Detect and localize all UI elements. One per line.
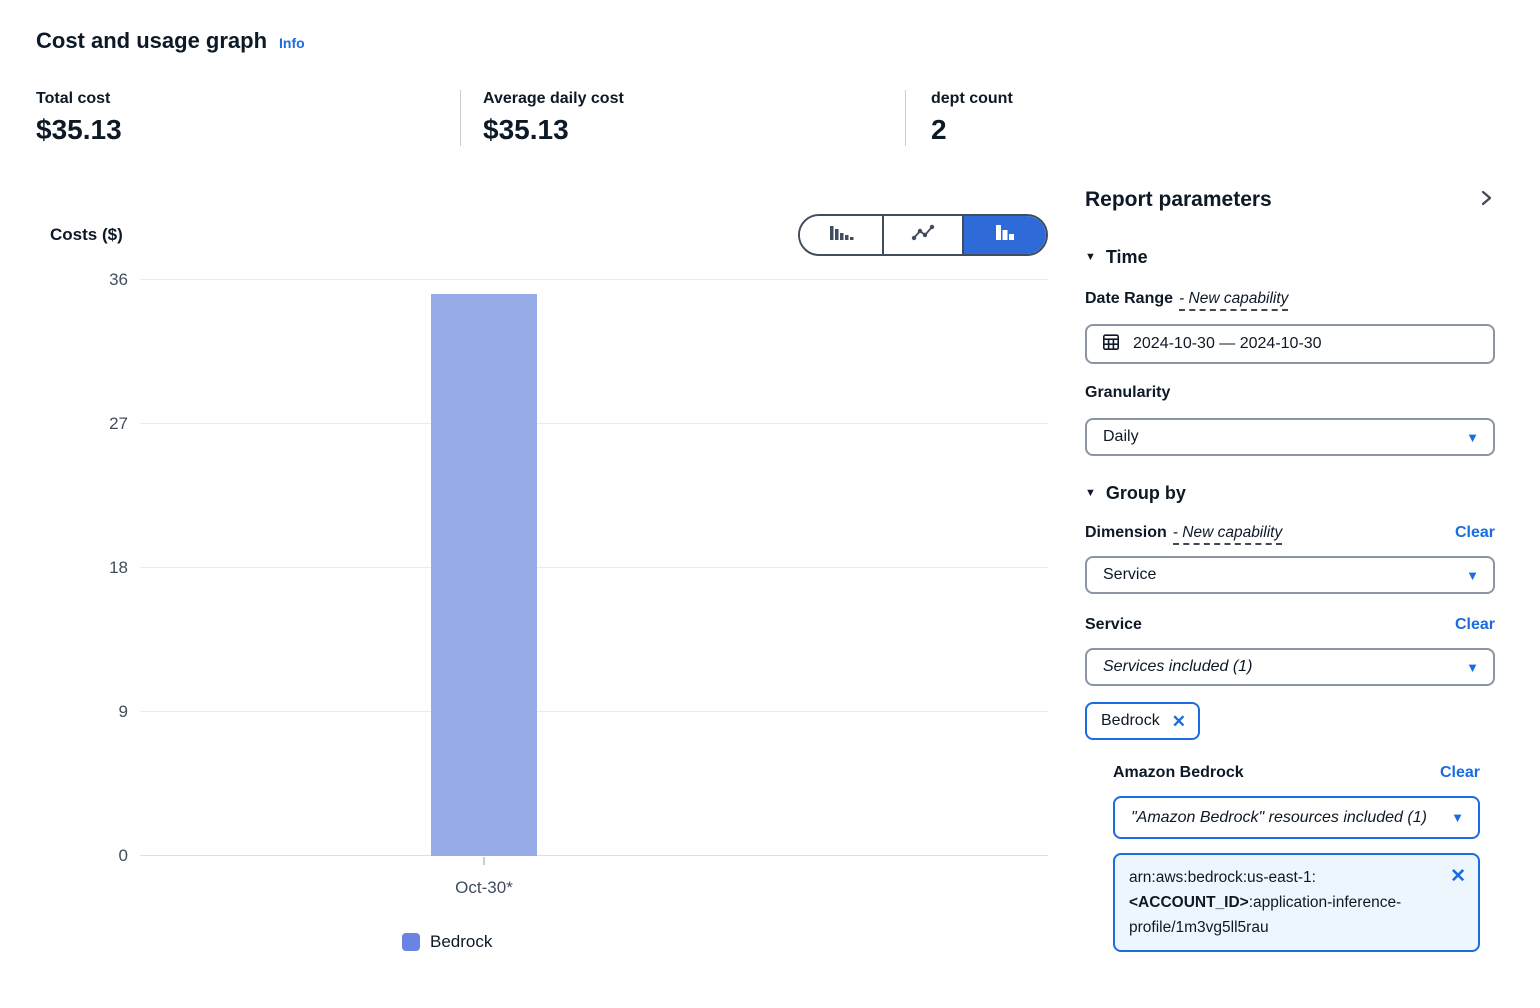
gridline	[140, 711, 1048, 712]
dimension-clear-link[interactable]: Clear	[1454, 524, 1495, 541]
date-range-label-row: Date Range - New capability	[1085, 290, 1495, 314]
calendar-icon	[1101, 332, 1121, 357]
cost-usage-chart: Costs ($)	[36, 212, 1048, 951]
toggle-stacked-bar-chart[interactable]	[964, 216, 1046, 254]
collapse-panel-button[interactable]	[1477, 189, 1495, 212]
y-axis-title: Costs ($)	[50, 225, 123, 244]
date-range-label: Date Range	[1085, 290, 1174, 307]
caret-down-icon: ▼	[1466, 567, 1479, 583]
bar-chart-icon	[828, 223, 854, 248]
dimension-label-row: Dimension - New capability Clear	[1085, 524, 1495, 548]
metric-label: Total cost	[36, 90, 111, 107]
granularity-label-row: Granularity	[1085, 384, 1495, 408]
amazon-bedrock-subsection: Amazon Bedrock Clear "Amazon Bedrock" re…	[1113, 764, 1480, 952]
panel-title: Report parameters	[1085, 188, 1272, 211]
dimension-new-capability[interactable]: - New capability	[1172, 524, 1283, 545]
arn-prefix: arn:aws:bedrock:us-east-1:	[1129, 869, 1316, 886]
y-tick-label: 27	[109, 414, 128, 433]
metric-value: $35.13	[36, 114, 122, 145]
granularity-select[interactable]: Daily ▼	[1085, 418, 1495, 456]
report-parameters-panel: Report parameters ▼ Time Date Range - Ne…	[1085, 186, 1495, 952]
y-tick-label: 36	[109, 270, 128, 289]
service-clear-link[interactable]: Clear	[1454, 616, 1495, 633]
service-filter-select[interactable]: Services included (1) ▼	[1085, 648, 1495, 686]
service-filter-value: Services included (1)	[1103, 658, 1253, 675]
arn-account-id: <ACCOUNT_ID>	[1129, 894, 1249, 911]
line-chart-icon	[910, 223, 936, 248]
metric-value: $35.13	[483, 114, 569, 145]
bedrock-clear-link[interactable]: Clear	[1439, 764, 1480, 781]
dimension-select[interactable]: Service ▼	[1085, 556, 1495, 594]
legend-item-bedrock[interactable]: Bedrock	[402, 932, 492, 952]
toggle-bar-chart[interactable]	[800, 216, 882, 254]
legend-swatch	[402, 933, 420, 951]
remove-tag-icon[interactable]: ✕	[1171, 711, 1186, 731]
section-time-label: Time	[1105, 246, 1148, 267]
y-tick-label: 0	[118, 846, 128, 865]
caret-down-icon: ▼	[1466, 429, 1479, 445]
stacked-bar-chart-icon	[993, 223, 1017, 248]
granularity-value: Daily	[1103, 428, 1139, 445]
chart-type-toggle	[798, 214, 1048, 256]
dimension-label: Dimension	[1085, 524, 1167, 541]
gridline	[140, 279, 1048, 280]
date-range-input[interactable]: 2024-10-30 — 2024-10-30	[1085, 324, 1495, 364]
section-group-by[interactable]: ▼ Group by	[1085, 482, 1495, 504]
legend-label: Bedrock	[430, 932, 493, 951]
y-tick-label: 18	[109, 558, 128, 577]
metric-label: Average daily cost	[483, 90, 624, 107]
arn-suffix: :application-inference-profile/1m3vg5ll5…	[1129, 894, 1402, 936]
section-time[interactable]: ▼ Time	[1085, 246, 1495, 268]
service-tag-bedrock[interactable]: Bedrock ✕	[1085, 702, 1200, 740]
metric-total-cost: Total cost $35.13	[36, 90, 460, 146]
metric-label: dept count	[931, 90, 1013, 107]
service-label: Service	[1085, 616, 1142, 633]
metric-average-daily-cost: Average daily cost $35.13	[460, 90, 905, 146]
section-group-by-label: Group by	[1105, 482, 1186, 503]
caret-down-icon: ▼	[1451, 810, 1464, 825]
x-axis-label: Oct-30*	[455, 878, 513, 897]
plot-area: Oct-30* Bedrock 0 9 18 27 36	[109, 270, 1048, 951]
service-label-row: Service Clear	[1085, 616, 1495, 640]
date-range-value: 2024-10-30 — 2024-10-30	[1133, 335, 1322, 352]
bedrock-arn-token[interactable]: arn:aws:bedrock:us-east-1: <ACCOUNT_ID>:a…	[1113, 853, 1480, 952]
page-header: Cost and usage graph Info	[36, 28, 305, 54]
service-tag-label: Bedrock	[1101, 712, 1160, 729]
date-range-new-capability[interactable]: - New capability	[1179, 290, 1289, 311]
metrics-row: Total cost $35.13 Average daily cost $35…	[36, 90, 1135, 146]
x-axis-tick	[483, 857, 485, 865]
triangle-down-icon: ▼	[1085, 487, 1096, 499]
gridline	[140, 855, 1048, 856]
caret-down-icon: ▼	[1466, 659, 1479, 675]
toggle-line-chart[interactable]	[882, 216, 964, 254]
remove-arn-icon[interactable]: ✕	[1450, 866, 1466, 887]
bedrock-label-row: Amazon Bedrock Clear	[1113, 764, 1480, 788]
chart-header: Costs ($)	[36, 212, 1048, 258]
chevron-right-icon	[1477, 189, 1495, 212]
triangle-down-icon: ▼	[1085, 251, 1096, 263]
amazon-bedrock-label: Amazon Bedrock	[1113, 764, 1244, 781]
bar-bedrock[interactable]	[431, 293, 537, 856]
gridline	[140, 423, 1048, 424]
page-title: Cost and usage graph	[36, 28, 268, 53]
metric-value: 2	[931, 114, 947, 145]
bedrock-resources-select[interactable]: "Amazon Bedrock" resources included (1) …	[1113, 796, 1480, 839]
metric-dept-count: dept count 2	[905, 90, 1135, 146]
y-tick-label: 9	[118, 702, 128, 721]
dimension-value: Service	[1103, 566, 1157, 583]
bedrock-resources-value: "Amazon Bedrock" resources included (1)	[1131, 809, 1427, 826]
info-link[interactable]: Info	[279, 35, 305, 51]
granularity-label: Granularity	[1085, 384, 1171, 401]
bedrock-arn-text: arn:aws:bedrock:us-east-1: <ACCOUNT_ID>:a…	[1129, 865, 1429, 940]
gridline	[140, 567, 1048, 568]
panel-title-row: Report parameters	[1085, 186, 1495, 214]
